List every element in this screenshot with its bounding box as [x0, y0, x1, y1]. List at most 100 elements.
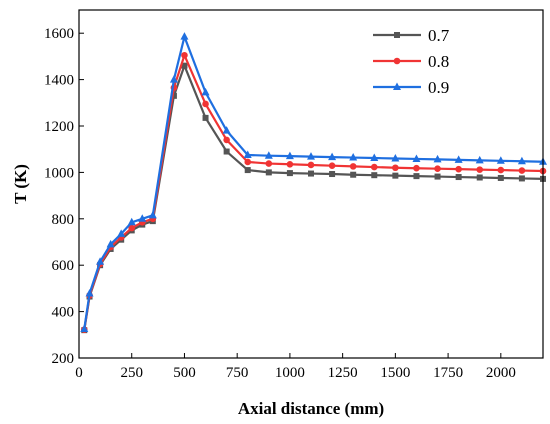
data-point: [307, 152, 315, 160]
series-0.7: [81, 62, 546, 334]
ticks-layer: 0 250 500 750 1000 1250 1500 1750 2000 200 400 600 8…: [44, 26, 516, 381]
data-point: [265, 169, 272, 176]
data-point: [138, 214, 147, 222]
legend-marker: [393, 57, 401, 65]
data-point: [454, 155, 463, 163]
y-tick-label: 1400: [44, 73, 74, 89]
plot-frame: [78, 9, 544, 359]
data-point: [222, 126, 231, 134]
y-axis-title: T (K): [11, 164, 30, 204]
series-line: [83, 62, 544, 331]
data-point: [223, 136, 230, 144]
data-point: [496, 156, 505, 164]
data-point: [180, 32, 189, 40]
data-point: [80, 324, 89, 332]
x-tick-label: 750: [226, 365, 249, 381]
legend-label: 0.7: [428, 26, 450, 45]
data-point: [517, 156, 526, 165]
data-point: [202, 114, 209, 121]
x-tick-label: 2000: [486, 365, 516, 381]
y-tick-label: 400: [52, 305, 75, 321]
x-axis-title: Axial distance (mm): [238, 399, 384, 418]
data-point: [455, 165, 462, 173]
data-point: [328, 152, 337, 161]
data-point: [392, 172, 399, 179]
data-point: [96, 257, 105, 265]
legend-item: 0.7: [373, 26, 450, 45]
legend-item: 0.8: [373, 52, 449, 71]
data-point: [434, 165, 441, 172]
series-line: [83, 52, 544, 330]
data-point: [329, 171, 336, 178]
data-point: [476, 174, 483, 181]
data-point: [370, 153, 379, 162]
data-point: [127, 217, 136, 226]
data-point: [307, 161, 315, 169]
x-tick-label: 1750: [433, 365, 463, 381]
data-point: [286, 170, 293, 177]
data-point: [349, 153, 358, 161]
x-tick-label: 1500: [380, 365, 410, 381]
legend-label: 0.8: [428, 52, 449, 71]
data-point: [244, 158, 252, 166]
y-tick-label: 1200: [44, 119, 74, 135]
data-point: [434, 173, 441, 180]
data-point: [518, 175, 525, 182]
x-tick-label: 0: [75, 365, 83, 381]
data-point: [148, 210, 157, 219]
data-point: [117, 229, 126, 237]
legend-item: 0.9: [373, 78, 449, 97]
data-point: [412, 154, 421, 162]
data-point: [391, 153, 400, 162]
legend-marker: [394, 32, 400, 38]
data-point: [85, 289, 94, 297]
y-tick-label: 800: [52, 212, 75, 228]
series-layer: [80, 32, 547, 334]
data-point: [202, 100, 209, 108]
series-0.9: [80, 32, 547, 332]
data-point: [497, 174, 504, 181]
data-point: [286, 160, 294, 168]
x-tick-label: 1000: [275, 365, 305, 381]
series-line: [83, 32, 544, 330]
data-point: [349, 163, 357, 170]
data-point: [476, 166, 484, 173]
data-point: [328, 162, 336, 169]
data-point: [201, 87, 210, 96]
data-point: [170, 92, 177, 99]
data-point: [264, 151, 273, 159]
data-point: [181, 51, 188, 59]
data-point: [308, 170, 314, 177]
y-tick-label: 200: [52, 351, 75, 367]
data-point: [413, 164, 420, 172]
data-point: [371, 172, 378, 179]
data-point: [169, 75, 178, 83]
legend-label: 0.9: [428, 78, 449, 97]
data-point: [518, 167, 526, 174]
data-point: [413, 173, 420, 180]
data-point: [350, 171, 357, 178]
data-point: [475, 155, 484, 164]
data-point: [392, 164, 399, 172]
legend-marker: [393, 82, 401, 90]
data-point: [181, 62, 188, 69]
data-point: [244, 167, 251, 174]
legend: 0.7 0.8 0.9: [373, 26, 450, 97]
x-tick-label: 500: [173, 365, 196, 381]
data-point: [370, 163, 378, 171]
data-point: [128, 224, 136, 232]
data-point: [455, 174, 462, 181]
data-point: [243, 150, 252, 158]
x-tick-label: 1250: [328, 365, 358, 381]
y-tick-label: 1600: [44, 26, 74, 42]
data-point: [433, 154, 442, 163]
data-point: [106, 239, 115, 248]
series-0.8: [80, 51, 547, 333]
data-point: [285, 151, 294, 160]
x-tick-label: 250: [120, 365, 143, 381]
y-tick-label: 1000: [44, 165, 74, 181]
data-point: [265, 160, 273, 167]
data-point: [497, 166, 505, 174]
y-tick-label: 600: [52, 258, 75, 274]
